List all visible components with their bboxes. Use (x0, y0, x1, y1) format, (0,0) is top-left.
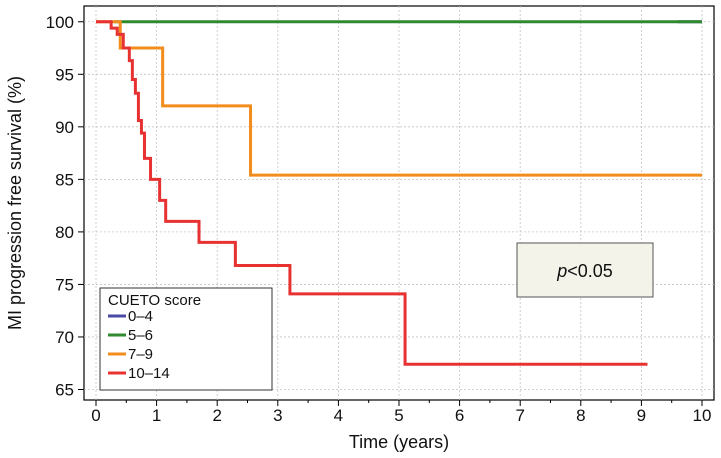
x-tick-label-9: 9 (637, 406, 646, 425)
x-tick-label-0: 0 (91, 406, 100, 425)
y-tick-label-65: 65 (55, 380, 74, 399)
x-tick-label-10: 10 (693, 406, 712, 425)
y-tick-label-70: 70 (55, 328, 74, 347)
legend-label-3: 7–9 (128, 346, 153, 363)
series-lines (96, 20, 702, 366)
y-tick-label-95: 95 (55, 65, 74, 84)
p-value-italic: p (556, 261, 567, 281)
y-tick-label-100: 100 (46, 13, 74, 32)
y-tick-label-85: 85 (55, 170, 74, 189)
x-tick-label-8: 8 (576, 406, 585, 425)
legend: CUETO score 0–4 5–6 7–9 10–14 (99, 287, 273, 391)
x-tick-label-5: 5 (394, 406, 403, 425)
y-tick-label-80: 80 (55, 223, 74, 242)
legend-title: CUETO score (108, 292, 201, 309)
grid (84, 6, 714, 400)
x-tick-label-3: 3 (273, 406, 282, 425)
y-tick-label-90: 90 (55, 118, 74, 137)
x-axis-title: Time (years) (349, 432, 449, 452)
legend-label-2: 5–6 (128, 327, 153, 344)
legend-label-1: 0–4 (128, 308, 153, 325)
x-tick-label-2: 2 (212, 406, 221, 425)
x-tick-labels: 0 1 2 3 4 5 6 7 8 9 10 (91, 406, 711, 425)
y-tick-labels: 65 70 75 80 85 90 95 100 (46, 13, 74, 400)
x-tick-label-1: 1 (152, 406, 161, 425)
series-line-4 (96, 20, 648, 366)
x-tick-label-7: 7 (515, 406, 524, 425)
p-value-box: p<0.05 (516, 242, 654, 298)
y-tick-label-75: 75 (55, 275, 74, 294)
p-value-box-frame (516, 242, 654, 298)
y-axis-title: MI progression free survival (%) (5, 76, 25, 330)
legend-items: 0–4 5–6 7–9 10–14 (108, 308, 170, 382)
x-tick-label-4: 4 (334, 406, 343, 425)
p-value-rest: <0.05 (567, 261, 613, 281)
legend-label-4: 10–14 (128, 365, 170, 382)
p-value-text: p<0.05 (556, 261, 613, 281)
ticks (78, 21, 703, 406)
x-tick-label-6: 6 (455, 406, 464, 425)
legend-box (99, 287, 273, 391)
series-line-3 (96, 20, 702, 177)
